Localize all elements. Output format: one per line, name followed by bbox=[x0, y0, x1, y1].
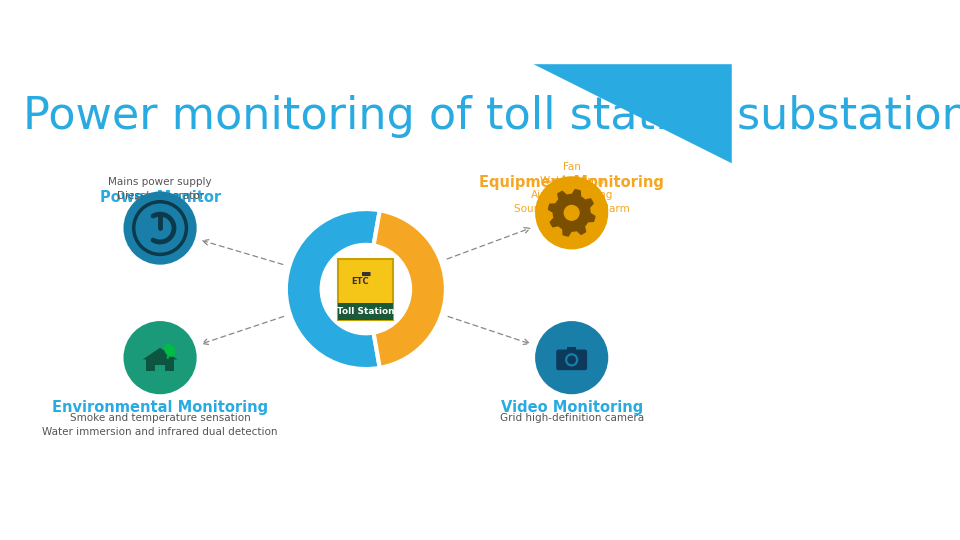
Circle shape bbox=[567, 355, 576, 364]
Text: Mains power supply
Diesel generator
UPS
Switchgear
Transformer: Mains power supply Diesel generator UPS … bbox=[108, 177, 212, 243]
Polygon shape bbox=[534, 64, 732, 163]
Text: Power Monitor: Power Monitor bbox=[100, 190, 221, 205]
Circle shape bbox=[133, 202, 186, 254]
Text: Toll Station: Toll Station bbox=[337, 307, 395, 316]
Circle shape bbox=[535, 321, 609, 394]
Text: Power monitoring of toll station substation: Power monitoring of toll station substat… bbox=[23, 94, 960, 138]
Text: Environmental Monitoring: Environmental Monitoring bbox=[52, 400, 268, 415]
Text: ETC: ETC bbox=[351, 277, 369, 286]
Polygon shape bbox=[143, 348, 178, 360]
Wedge shape bbox=[373, 210, 445, 368]
Circle shape bbox=[564, 352, 580, 368]
Polygon shape bbox=[567, 347, 576, 352]
Text: Fan
Water pump
Air-conditioning
Sound and light alarm: Fan Water pump Air-conditioning Sound an… bbox=[514, 162, 630, 214]
Text: Smoke and temperature sensation
Water immersion and infrared dual detection: Smoke and temperature sensation Water im… bbox=[42, 413, 277, 437]
Circle shape bbox=[564, 205, 580, 221]
Wedge shape bbox=[286, 209, 380, 369]
Text: Grid high-definition camera: Grid high-definition camera bbox=[499, 413, 644, 423]
FancyBboxPatch shape bbox=[556, 349, 588, 370]
Text: Video Monitoring: Video Monitoring bbox=[500, 400, 643, 415]
FancyBboxPatch shape bbox=[339, 303, 394, 320]
Circle shape bbox=[535, 176, 609, 249]
Text: Equipment Monitoring: Equipment Monitoring bbox=[479, 175, 664, 190]
Polygon shape bbox=[146, 360, 174, 371]
Polygon shape bbox=[548, 189, 595, 237]
Circle shape bbox=[124, 321, 197, 394]
FancyBboxPatch shape bbox=[339, 259, 394, 320]
Text: ▬: ▬ bbox=[361, 269, 372, 279]
Circle shape bbox=[124, 192, 197, 265]
Polygon shape bbox=[155, 364, 165, 371]
Ellipse shape bbox=[164, 344, 176, 357]
